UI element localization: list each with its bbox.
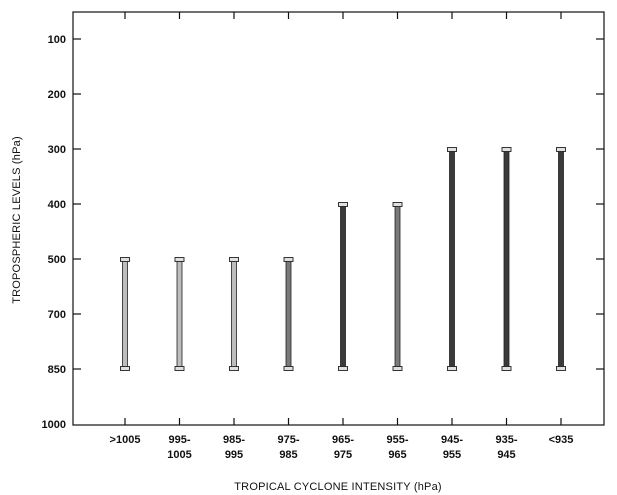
plot-frame [72,11,605,426]
range-bar-top-cap [392,202,403,207]
y-axis-ticks: 100 200 300 400 500 700 850 1000 [42,34,604,431]
range-bar-bottom-cap [501,366,512,371]
range-bar [285,258,292,370]
range-bar [394,203,401,370]
range-bar [231,258,237,370]
range-bar-bottom-cap [283,366,294,371]
range-bar-bottom-cap [229,366,239,371]
range-bar-bottom-cap [447,366,457,371]
x-tick-label-line2: 965 [388,449,406,461]
y-tick-label: 300 [48,144,66,156]
x-tick-label: 995- [168,434,190,446]
range-bar-top-cap [338,202,348,207]
x-tick-label-line2: 955 [443,449,461,461]
range-bar [558,148,564,370]
bars [120,147,566,371]
x-tick-label: 975- [277,434,299,446]
x-tick-label: 945- [441,434,463,446]
y-tick-label: 500 [48,254,66,266]
x-tick-label-line2: 985 [279,449,297,461]
range-bar-bottom-cap [392,366,403,371]
range-bar-bottom-cap [120,366,130,371]
x-tick-label-line2: 975 [334,449,352,461]
x-tick-label: 965- [332,434,354,446]
x-tick-label: >1005 [110,434,141,446]
y-tick-label: 100 [48,34,66,46]
range-bar [122,258,128,370]
y-tick-label: 200 [48,89,66,101]
range-bar-bottom-cap [556,366,566,371]
x-axis-ticks: >1005 995- 1005 985- 995 975- 985 965- 975 955- 96… [110,12,574,461]
x-tick-label-line2: 945 [497,449,515,461]
y-tick-label: 400 [48,199,66,211]
range-bar [449,148,455,370]
x-axis-title: TROPICAL CYCLONE INTENSITY (hPa) [234,481,442,493]
x-tick-label-line2: 995 [225,449,243,461]
range-bar-bottom-cap [338,366,348,371]
range-bar [176,258,183,370]
range-bar-top-cap [229,257,239,262]
x-tick-label: <935 [549,434,574,446]
range-bar-top-cap [283,257,294,262]
x-tick-label-line2: 1005 [167,449,191,461]
range-bar-top-cap [556,147,566,152]
y-tick-label: 1000 [42,419,66,431]
range-bar-top-cap [174,257,185,262]
x-tick-label: 955- [386,434,408,446]
range-bar-top-cap [501,147,512,152]
range-bar [340,203,346,370]
y-tick-label: 850 [48,364,66,376]
range-bar-top-cap [447,147,457,152]
y-axis-title: TROPOSPHERIC LEVELS (hPa) [11,136,23,304]
y-tick-label: 700 [48,309,66,321]
range-bar [503,148,510,370]
x-tick-label: 935- [495,434,517,446]
range-bar-bottom-cap [174,366,185,371]
range-bar-top-cap [120,257,130,262]
x-tick-label: 985- [223,434,245,446]
